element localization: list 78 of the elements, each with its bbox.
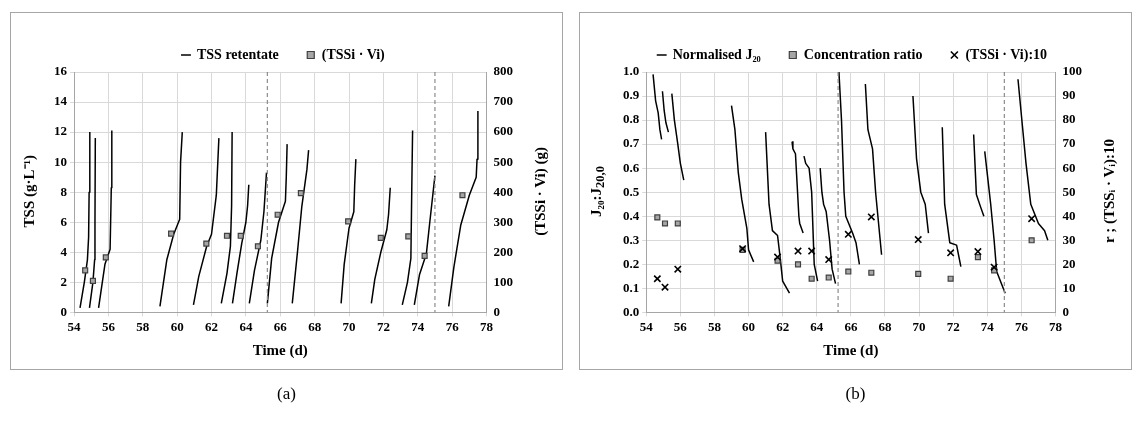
x-tick-label: 58: [136, 318, 150, 334]
x-tick-label: 54: [67, 318, 81, 334]
legend-label: TSS retentate: [196, 46, 279, 62]
y-tick-label: 0.2: [623, 255, 640, 271]
x-tick-label: 78: [480, 318, 494, 334]
x-tick-label: 74: [980, 318, 995, 334]
x-tick-label: 68: [308, 318, 322, 334]
y2-tick-label: 40: [1062, 207, 1076, 223]
y2-tick-label: 10: [1062, 279, 1076, 295]
x-tick-label: 70: [912, 318, 926, 334]
x-tick-label: 54: [639, 318, 654, 334]
x-tick-label: 72: [376, 318, 390, 334]
y2-tick-label: 20: [1062, 255, 1076, 271]
y-tick-label: 0.6: [623, 159, 640, 175]
y-tick-label: 0.0: [623, 303, 640, 319]
x-tick-label: 62: [205, 318, 218, 334]
y-tick-label: 0.8: [623, 111, 640, 127]
y-tick-label: 4: [60, 243, 68, 259]
x-tick-label: 66: [844, 318, 858, 334]
x-tick-label: 56: [101, 318, 116, 334]
x-tick-label: 70: [342, 318, 356, 334]
x-tick-label: 58: [707, 318, 722, 334]
y-tick-label: 0: [60, 303, 67, 319]
y2-tick-label: 200: [493, 243, 513, 259]
x-tick-label: 76: [1014, 318, 1029, 334]
y2-tick-label: 0: [493, 303, 500, 319]
y-tick-label: 8: [60, 183, 68, 199]
y-tick-label: 0.4: [623, 207, 640, 223]
y-tick-label: 10: [54, 153, 67, 169]
y-tick-label: 16: [54, 63, 68, 79]
y-tick-label: 1.0: [623, 63, 640, 79]
y2-axis-title: (TSSi · Vi) (g): [531, 146, 549, 236]
y-tick-label: 0.1: [623, 279, 640, 295]
y2-tick-label: 300: [493, 213, 513, 229]
y-axis-title: TSS (g·L⁻¹): [20, 154, 38, 228]
legend-label: Normalised J₂₀: [672, 46, 761, 62]
y2-tick-label: 60: [1062, 159, 1076, 175]
y2-tick-label: 100: [1062, 63, 1082, 79]
text: (b): [844, 384, 867, 404]
y-tick-label: 12: [54, 123, 67, 139]
x-tick-label: 56: [673, 318, 688, 334]
y2-tick-label: 70: [1062, 135, 1076, 151]
y2-tick-label: 700: [493, 93, 513, 109]
y2-tick-label: 100: [493, 273, 513, 289]
x-tick-label: 66: [273, 318, 288, 334]
x-tick-label: 74: [411, 318, 425, 334]
x-tick-label: 68: [878, 318, 892, 334]
y2-tick-label: 30: [1062, 231, 1076, 247]
x-axis-title: Time (d): [823, 341, 879, 359]
y-tick-label: 0.3: [623, 231, 640, 247]
x-tick-label: 76: [445, 318, 460, 334]
y-tick-label: 0.7: [623, 135, 640, 151]
x-tick-label: 72: [946, 318, 960, 334]
x-tick-label: 60: [170, 318, 184, 334]
y2-tick-label: 600: [493, 123, 513, 139]
y2-tick-label: 400: [493, 183, 513, 199]
legend-label: (TSSi · Vi): [321, 46, 386, 63]
y2-tick-label: 80: [1062, 111, 1076, 127]
text: (a): [276, 384, 297, 404]
y-tick-label: 2: [60, 273, 67, 289]
y-tick-label: 6: [60, 213, 68, 229]
legend-label: (TSSi · Vi):10: [965, 46, 1048, 63]
x-tick-label: 62: [776, 318, 790, 334]
x-axis-title: Time (d): [252, 341, 308, 359]
x-tick-label: 78: [1049, 318, 1063, 334]
x-tick-label: 64: [810, 318, 824, 334]
y2-tick-label: 800: [493, 63, 513, 79]
y2-axis-title: r ; (TSSᵢ · Vᵢ):10: [1100, 139, 1118, 243]
y-tick-label: 0.9: [623, 87, 640, 103]
y-tick-label: 0.5: [623, 183, 640, 199]
y-tick-label: 14: [54, 93, 68, 109]
y2-tick-label: 50: [1062, 183, 1076, 199]
x-tick-label: 64: [239, 318, 253, 334]
y2-tick-label: 90: [1062, 87, 1076, 103]
x-tick-label: 60: [742, 318, 756, 334]
y2-tick-label: 500: [493, 153, 513, 169]
y2-tick-label: 0: [1062, 303, 1069, 319]
legend-label: Concentration ratio: [803, 46, 923, 62]
